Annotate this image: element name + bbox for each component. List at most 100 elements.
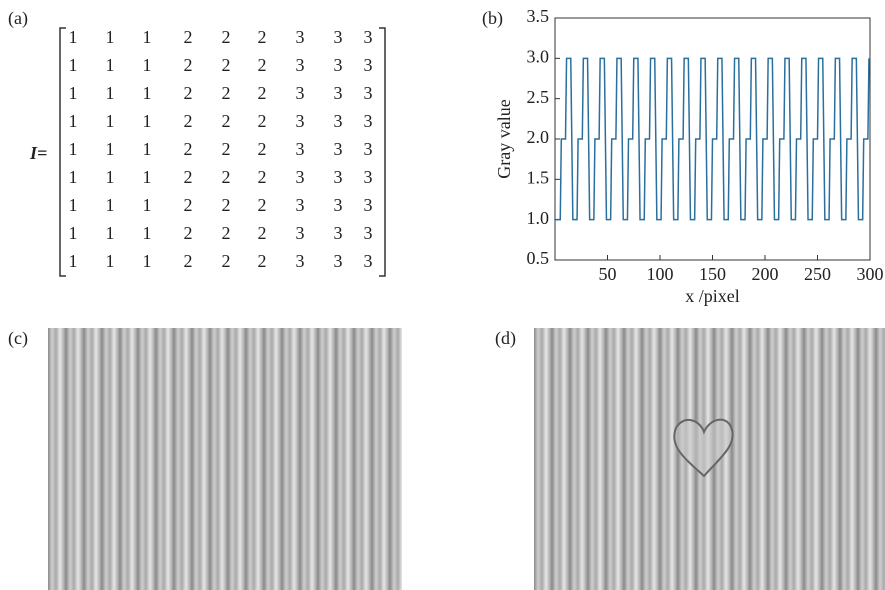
y-tick-label: 1.5 bbox=[527, 167, 550, 187]
matrix-cell: 2 bbox=[222, 83, 231, 103]
matrix-cell: 1 bbox=[106, 83, 115, 103]
line bbox=[556, 57, 870, 221]
matrix-cell: 1 bbox=[106, 55, 115, 75]
matrix-cell: 1 bbox=[143, 167, 152, 187]
matrix-cell: 1 bbox=[143, 195, 152, 215]
x-tick-label: 300 bbox=[857, 264, 884, 284]
matrix-cell: 2 bbox=[222, 111, 231, 131]
matrix-cell: 3 bbox=[296, 83, 305, 103]
matrix-cell: 1 bbox=[143, 83, 152, 103]
matrix-cell: 2 bbox=[222, 251, 231, 271]
matrix-cell: 1 bbox=[143, 27, 152, 47]
matrix-cell: 2 bbox=[222, 55, 231, 75]
matrix-cell: 2 bbox=[258, 223, 267, 243]
matrix-cell: 3 bbox=[364, 27, 373, 47]
matrix-cell: 2 bbox=[258, 27, 267, 47]
matrix-cell: 3 bbox=[364, 55, 373, 75]
matrix-cell: 2 bbox=[258, 111, 267, 131]
matrix-cell: 3 bbox=[364, 195, 373, 215]
matrix-cell: 2 bbox=[222, 195, 231, 215]
matrix-cell: 3 bbox=[296, 55, 305, 75]
y-tick-label: 2.5 bbox=[527, 87, 550, 107]
matrix-cell: 3 bbox=[334, 111, 343, 131]
matrix-cell: 3 bbox=[364, 111, 373, 131]
matrix-cell: 1 bbox=[143, 251, 152, 271]
matrix-cell: 3 bbox=[296, 27, 305, 47]
matrix-cell: 3 bbox=[364, 83, 373, 103]
matrix-cell: 2 bbox=[184, 55, 193, 75]
matrix-cell: 1 bbox=[106, 167, 115, 187]
matrix-cell: 1 bbox=[69, 55, 78, 75]
matrix-cell: 2 bbox=[222, 223, 231, 243]
matrix-cell: 1 bbox=[69, 83, 78, 103]
matrix-cell: 2 bbox=[222, 167, 231, 187]
matrix-cell: 1 bbox=[106, 27, 115, 47]
matrix-cell: 2 bbox=[258, 167, 267, 187]
matrix-cell: 1 bbox=[69, 195, 78, 215]
matrix-label: I= bbox=[29, 143, 47, 163]
matrix-cell: 2 bbox=[258, 195, 267, 215]
matrix-cell: 3 bbox=[334, 83, 343, 103]
matrix-cell: 3 bbox=[296, 251, 305, 271]
y-tick-label: 0.5 bbox=[527, 248, 550, 268]
y-tick-label: 1.0 bbox=[527, 208, 550, 228]
matrix-cell: 1 bbox=[69, 139, 78, 159]
matrix-cell: 2 bbox=[258, 55, 267, 75]
matrix-cell: 3 bbox=[334, 27, 343, 47]
y-tick-label: 3.5 bbox=[527, 6, 550, 26]
image-d bbox=[534, 328, 885, 590]
y-tick-label: 2.0 bbox=[527, 127, 550, 147]
matrix-cell: 1 bbox=[69, 251, 78, 271]
x-tick-label: 50 bbox=[599, 264, 617, 284]
matrix-bracket bbox=[59, 27, 386, 277]
image-c bbox=[48, 328, 402, 590]
matrix-cell: 1 bbox=[143, 139, 152, 159]
x-tick-label: 150 bbox=[699, 264, 726, 284]
matrix-cell: 3 bbox=[296, 167, 305, 187]
y-axis-label: Gray value bbox=[494, 99, 514, 178]
matrix-cell: 3 bbox=[334, 251, 343, 271]
matrix-cell: 2 bbox=[184, 83, 193, 103]
matrix-cell: 3 bbox=[296, 139, 305, 159]
matrix-cell: 1 bbox=[106, 223, 115, 243]
matrix-cell: 1 bbox=[69, 167, 78, 187]
matrix-cell: 3 bbox=[364, 139, 373, 159]
matrix-cell: 1 bbox=[106, 139, 115, 159]
matrix-cell: 2 bbox=[258, 139, 267, 159]
matrix-cell: 1 bbox=[69, 27, 78, 47]
y-tick-label: 3.0 bbox=[527, 46, 550, 66]
matrix-cell: 2 bbox=[184, 223, 193, 243]
matrix-cell: 1 bbox=[143, 55, 152, 75]
matrix-cell: 1 bbox=[106, 195, 115, 215]
panel-label: (c) bbox=[8, 328, 28, 349]
matrix-cell: 2 bbox=[258, 251, 267, 271]
matrix-cell: 1 bbox=[69, 223, 78, 243]
x-axis-label: x /pixel bbox=[685, 286, 740, 306]
x-tick-label: 200 bbox=[752, 264, 779, 284]
x-tick-label: 100 bbox=[647, 264, 674, 284]
matrix-cell: 3 bbox=[364, 223, 373, 243]
matrix-cell: 1 bbox=[106, 251, 115, 271]
matrix-cell: 3 bbox=[334, 223, 343, 243]
matrix-cell: 3 bbox=[334, 195, 343, 215]
x-tick-label: 250 bbox=[804, 264, 831, 284]
panel-label: (d) bbox=[495, 328, 516, 349]
matrix-cell: 2 bbox=[184, 251, 193, 271]
matrix-cell: 3 bbox=[334, 55, 343, 75]
matrix-cell: 2 bbox=[258, 83, 267, 103]
panel-label: (a) bbox=[8, 8, 28, 29]
matrix-cell: 2 bbox=[184, 27, 193, 47]
matrix-cell: 2 bbox=[184, 139, 193, 159]
matrix-cell: 3 bbox=[364, 251, 373, 271]
matrix-cell: 3 bbox=[296, 111, 305, 131]
matrix-cell: 2 bbox=[222, 27, 231, 47]
matrix-cell: 3 bbox=[296, 223, 305, 243]
matrix-cell: 2 bbox=[222, 139, 231, 159]
matrix-cell: 3 bbox=[296, 195, 305, 215]
matrix-cell: 2 bbox=[184, 167, 193, 187]
matrix-cell: 1 bbox=[143, 223, 152, 243]
matrix-cell: 3 bbox=[334, 139, 343, 159]
matrix-cell: 3 bbox=[334, 167, 343, 187]
